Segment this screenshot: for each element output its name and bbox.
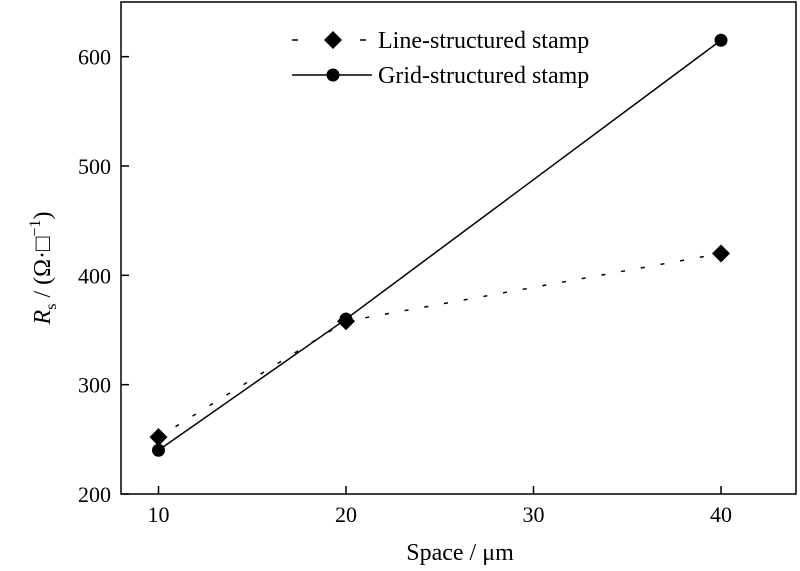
y-tick-label: 500 [78,154,111,179]
series-line-structured [149,244,730,447]
x-axis-label: Space / μm [406,540,514,566]
x-tick-label: 20 [335,502,357,527]
data-point-circle [714,33,728,47]
data-point-diamond [149,428,168,447]
y-axis-label: Rs / (Ω·□−1) [27,212,60,326]
plot-frame [120,1,797,495]
series-grid-structured [152,33,728,457]
y-tick-label: 300 [78,373,111,398]
y-tick-label: 400 [78,263,111,288]
series-layer [149,33,730,457]
x-tick-label: 40 [710,502,732,527]
x-axis-ticks: 10 20 30 40 [148,486,732,527]
x-tick-label: 10 [148,502,170,527]
series-line [158,252,722,438]
data-point-diamond [712,244,730,263]
data-point-circle [326,68,340,82]
legend-label: Grid-structured stamp [378,63,589,89]
series-line [158,39,722,451]
legend-entry: Line-structured stamp [292,28,589,54]
data-point-circle [152,443,165,457]
y-axis-ticks: 200 300 400 500 600 [78,45,129,507]
legend-entry: Grid-structured stamp [292,63,589,89]
y-tick-label: 200 [78,482,111,507]
legend-label: Line-structured stamp [378,28,589,54]
y-axis-label-symbol: R [30,309,56,325]
data-point-diamond [324,31,342,49]
legend: Line-structured stamp Grid-structured sta… [292,28,589,89]
y-axis-label-exponent: −1 [27,220,44,237]
y-axis-label-unit: / (Ω·□ [30,236,56,303]
data-point-circle [339,312,353,326]
x-tick-label: 30 [523,502,545,527]
y-tick-label: 600 [78,45,111,70]
y-axis-label-subscript: s [43,304,60,310]
y-axis-label-close: ) [30,212,56,220]
